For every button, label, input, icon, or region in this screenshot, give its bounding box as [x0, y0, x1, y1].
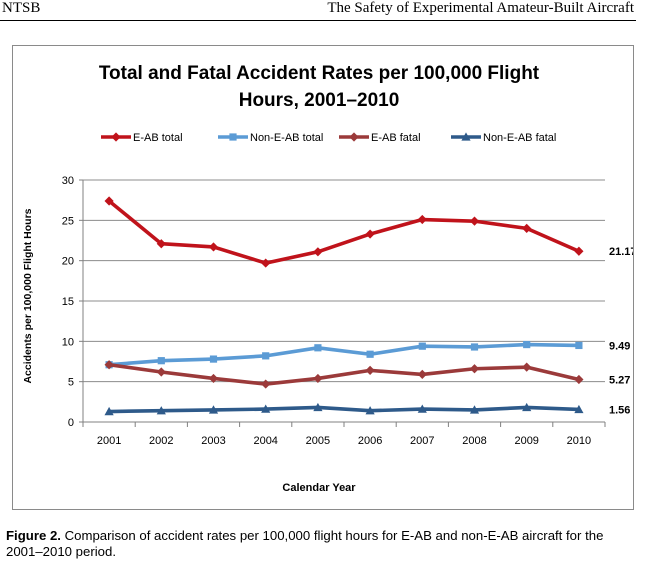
data-point [313, 402, 323, 412]
x-tick-label: 2005 [306, 435, 330, 447]
series-e-ab-total: 21.17 [104, 196, 633, 268]
header-agency: NTSB [2, 0, 41, 16]
legend-marker [229, 133, 237, 141]
data-point [156, 406, 166, 415]
data-point [469, 364, 480, 374]
legend-item: E-AB fatal [339, 132, 421, 144]
series-non-e-ab-fatal: 1.56 [104, 402, 630, 416]
data-point [417, 369, 427, 380]
legend-item: Non-E-AB fatal [451, 132, 556, 144]
series-non-e-ab-total: 9.49 [105, 340, 630, 369]
gridlines [82, 179, 605, 423]
y-tick-label: 0 [68, 417, 74, 429]
data-point [262, 352, 270, 360]
data-point [574, 246, 584, 256]
caption-label: Figure 2. [6, 528, 61, 543]
data-point [157, 357, 165, 365]
data-point [574, 374, 584, 385]
x-tick-label: 2004 [253, 435, 277, 447]
y-axis-label: Accidents per 100,000 Flight Hours [22, 208, 34, 383]
y-tick-label: 20 [62, 256, 74, 268]
data-point [261, 258, 271, 268]
data-point [104, 196, 114, 206]
x-tick-label: 2007 [410, 435, 434, 447]
data-point [523, 340, 531, 349]
legend-label: Non-E-AB total [250, 132, 323, 144]
legend-item: Non-E-AB total [218, 132, 323, 144]
data-point [208, 373, 219, 384]
series-e-ab-fatal: 5.27 [104, 360, 630, 389]
data-point [261, 379, 271, 389]
data-point [156, 367, 166, 377]
data-point [156, 239, 166, 249]
data-point [313, 373, 323, 384]
data-point [208, 405, 219, 414]
y-axis-ticks: 0 5 10 15 20 25 30 [62, 175, 83, 429]
data-point [574, 404, 584, 414]
data-point [469, 405, 480, 414]
series-group: 21.17 9.49 5.27 1.56 [104, 196, 633, 416]
end-value-label: 1.56 [609, 404, 630, 416]
data-point [417, 214, 427, 225]
end-value-label: 21.17 [609, 246, 633, 258]
legend-marker [111, 132, 121, 142]
x-tick-label: 2010 [567, 435, 591, 447]
data-point [469, 216, 480, 226]
caption-text: Comparison of accident rates per 100,000… [6, 528, 604, 559]
data-point [314, 344, 322, 352]
series-line [107, 342, 581, 367]
data-point [470, 343, 479, 351]
data-point [104, 360, 114, 370]
legend: E-AB total Non-E-AB total E-AB fatal Non-E-… [101, 132, 556, 144]
data-point [366, 350, 374, 358]
x-tick-label: 2003 [201, 435, 225, 447]
y-tick-label: 5 [68, 377, 74, 389]
data-point [209, 355, 218, 363]
y-tick-label: 15 [62, 296, 74, 308]
legend-label: E-AB total [133, 132, 183, 144]
y-tick-label: 30 [62, 175, 74, 187]
x-tick-label: 2001 [97, 435, 121, 447]
x-tick-label: 2008 [462, 435, 486, 447]
data-point [104, 406, 114, 416]
y-tick-label: 25 [62, 215, 74, 227]
legend-label: E-AB fatal [371, 132, 421, 144]
series-line [107, 405, 581, 414]
x-axis-ticks: 2001 2002 2003 2004 2005 2006 2007 2008 2009 2010 [82, 422, 606, 447]
x-axis-label: Calendar Year [282, 482, 356, 494]
legend-label: Non-E-AB fatal [483, 132, 556, 144]
running-header: NTSB The Safety of Experimental Amateur-… [0, 0, 636, 21]
data-point [365, 406, 375, 415]
y-tick-label: 10 [62, 336, 74, 348]
end-value-label: 5.27 [609, 374, 630, 386]
data-point [575, 341, 583, 350]
chart-title-line-1: Total and Fatal Accident Rates per 100,0… [99, 63, 540, 84]
header-report-title: The Safety of Experimental Amateur-Built… [327, 0, 634, 16]
data-point [208, 242, 219, 252]
data-point [522, 223, 532, 233]
data-point [365, 229, 375, 239]
data-point [522, 402, 532, 412]
x-tick-label: 2002 [149, 435, 173, 447]
x-tick-label: 2006 [358, 435, 382, 447]
data-point [261, 404, 271, 413]
figure-caption: Figure 2. Comparison of accident rates p… [6, 528, 636, 560]
series-line [107, 362, 581, 386]
data-point [418, 342, 426, 350]
data-point [365, 365, 375, 375]
x-tick-label: 2009 [514, 435, 538, 447]
figure-frame: Total and Fatal Accident Rates per 100,0… [12, 45, 634, 510]
data-point [522, 362, 532, 372]
data-point [417, 404, 427, 413]
legend-marker [461, 132, 471, 141]
series-line [107, 199, 581, 265]
line-chart: Total and Fatal Accident Rates per 100,0… [22, 63, 633, 494]
data-point [313, 247, 323, 257]
legend-marker [349, 132, 359, 142]
legend-item: E-AB total [101, 132, 183, 144]
end-value-label: 9.49 [609, 340, 630, 352]
chart-title-line-2: Hours, 2001–2010 [239, 90, 400, 111]
